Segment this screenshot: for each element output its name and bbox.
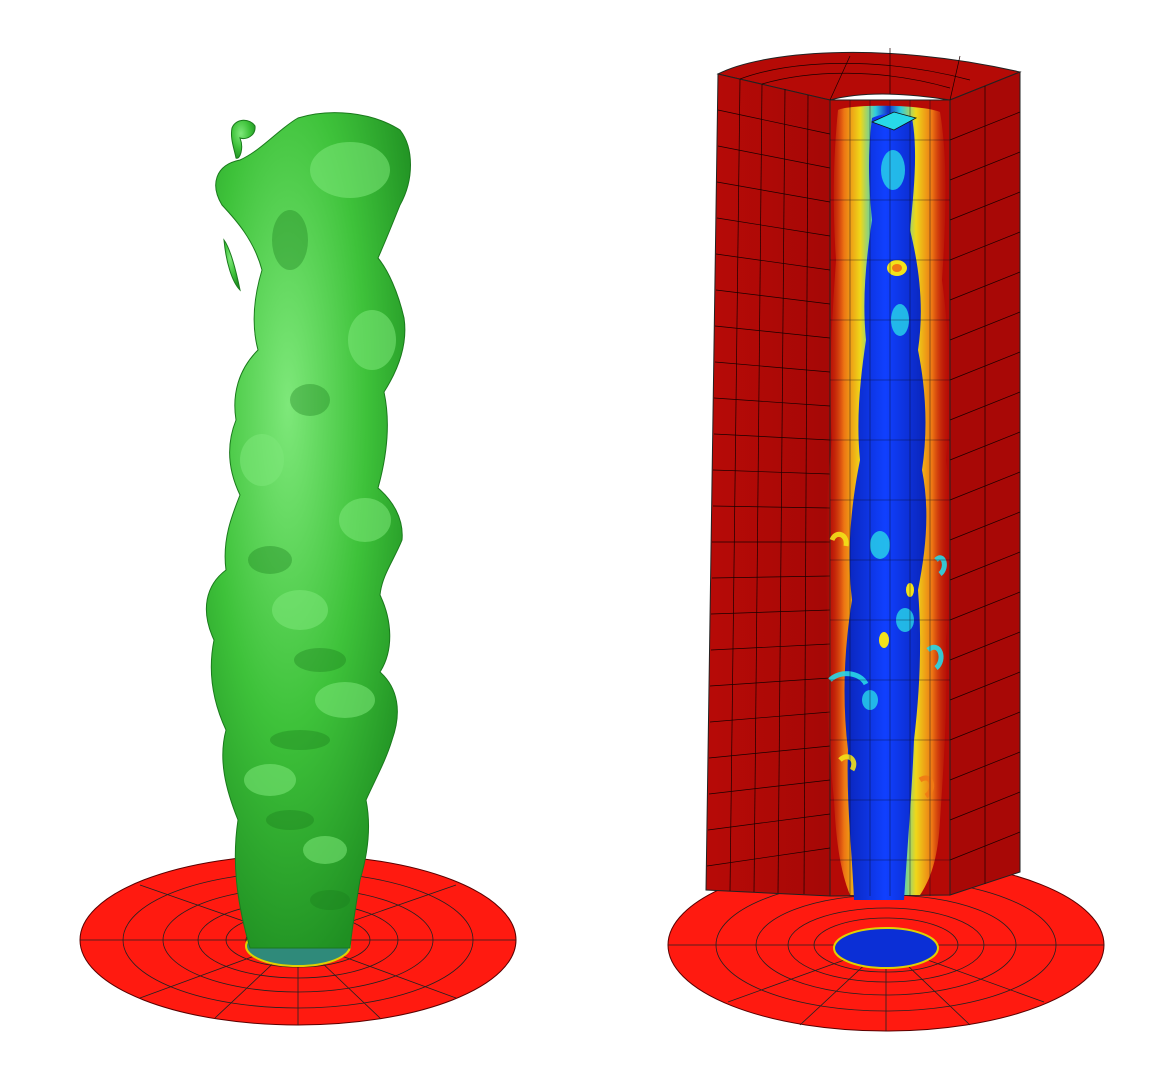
block-left-face <box>705 73 831 897</box>
plume-shadows <box>248 210 350 910</box>
plume-fragments <box>223 119 256 292</box>
left-face-mesh <box>706 78 831 895</box>
right-face-mesh <box>949 86 1021 884</box>
cut-face-mesh <box>830 100 950 896</box>
left-panel-isosurface <box>79 112 517 1026</box>
block-top-face <box>716 51 1022 101</box>
contour-core <box>828 113 947 900</box>
top-face-mesh <box>739 48 971 101</box>
right-panel-cutaway <box>667 48 1105 1032</box>
plume-highlights <box>240 142 396 864</box>
right-inlet <box>833 927 939 969</box>
core-top-cap <box>870 111 918 131</box>
